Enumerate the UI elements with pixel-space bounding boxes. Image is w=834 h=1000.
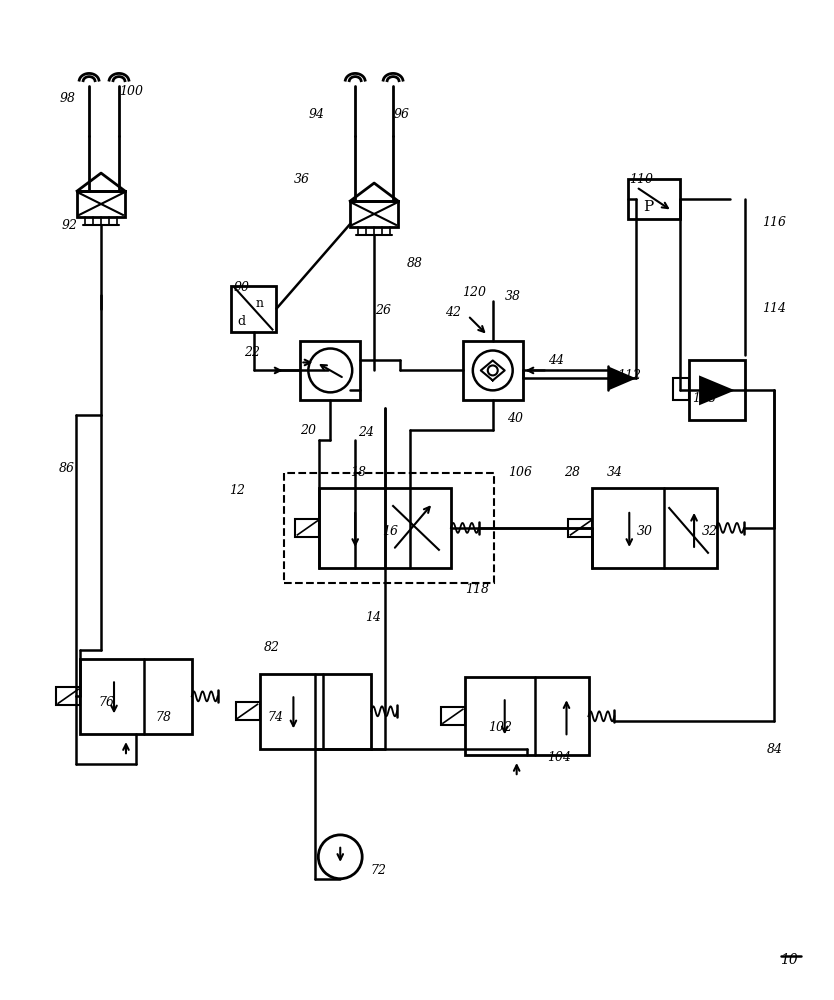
Text: 104: 104 — [548, 751, 571, 764]
Text: 12: 12 — [229, 484, 244, 497]
Polygon shape — [608, 366, 636, 390]
Text: 40: 40 — [507, 412, 523, 425]
Text: 78: 78 — [156, 711, 172, 724]
Text: 82: 82 — [264, 641, 279, 654]
Bar — [319, 488, 451, 568]
Text: 86: 86 — [59, 462, 75, 475]
Text: 88: 88 — [407, 257, 423, 270]
Text: 42: 42 — [445, 306, 461, 319]
Text: 114: 114 — [761, 302, 786, 315]
Bar — [231, 286, 276, 332]
Bar — [259, 674, 371, 749]
Bar — [673, 378, 689, 400]
Bar — [284, 473, 494, 583]
Text: 116: 116 — [761, 216, 786, 229]
Text: 96: 96 — [393, 108, 409, 121]
Text: 118: 118 — [465, 583, 489, 596]
Text: 44: 44 — [548, 354, 564, 367]
Bar — [689, 360, 745, 420]
Text: 100: 100 — [119, 85, 143, 98]
Text: 18: 18 — [350, 466, 366, 479]
Bar — [77, 191, 125, 217]
Text: 20: 20 — [300, 424, 316, 437]
Text: 112: 112 — [617, 369, 641, 382]
Text: 98: 98 — [59, 92, 75, 105]
Text: 32: 32 — [702, 525, 718, 538]
Text: 74: 74 — [268, 711, 284, 724]
Text: 102: 102 — [488, 721, 512, 734]
Text: 94: 94 — [309, 108, 324, 121]
Bar — [80, 659, 192, 734]
Text: 30: 30 — [637, 525, 653, 538]
Text: 24: 24 — [358, 426, 374, 439]
Text: 90: 90 — [234, 281, 249, 294]
Text: 84: 84 — [766, 743, 783, 756]
Text: 36: 36 — [294, 173, 309, 186]
Bar — [441, 707, 465, 725]
Text: 72: 72 — [370, 864, 386, 877]
Text: 14: 14 — [365, 611, 381, 624]
Text: 108: 108 — [692, 392, 716, 405]
Bar — [350, 201, 398, 227]
Text: 110: 110 — [630, 173, 653, 186]
Bar — [569, 519, 592, 537]
Bar — [465, 677, 590, 755]
Polygon shape — [699, 375, 735, 405]
Bar — [592, 488, 717, 568]
Text: 22: 22 — [244, 346, 259, 359]
Bar — [300, 341, 360, 400]
Text: 76: 76 — [98, 696, 114, 709]
Text: 92: 92 — [61, 219, 78, 232]
Bar — [56, 687, 80, 705]
Text: 26: 26 — [375, 304, 391, 317]
Bar — [236, 702, 259, 720]
Text: 106: 106 — [508, 466, 532, 479]
Text: 16: 16 — [382, 525, 398, 538]
Bar — [628, 179, 680, 219]
Text: n: n — [255, 297, 264, 310]
Text: 28: 28 — [565, 466, 580, 479]
Text: 10: 10 — [780, 953, 797, 967]
Text: 120: 120 — [462, 286, 486, 299]
Text: d: d — [238, 315, 246, 328]
Text: P: P — [643, 200, 653, 214]
Bar — [295, 519, 319, 537]
Text: 34: 34 — [606, 466, 622, 479]
Text: 38: 38 — [505, 290, 520, 303]
Bar — [463, 341, 523, 400]
